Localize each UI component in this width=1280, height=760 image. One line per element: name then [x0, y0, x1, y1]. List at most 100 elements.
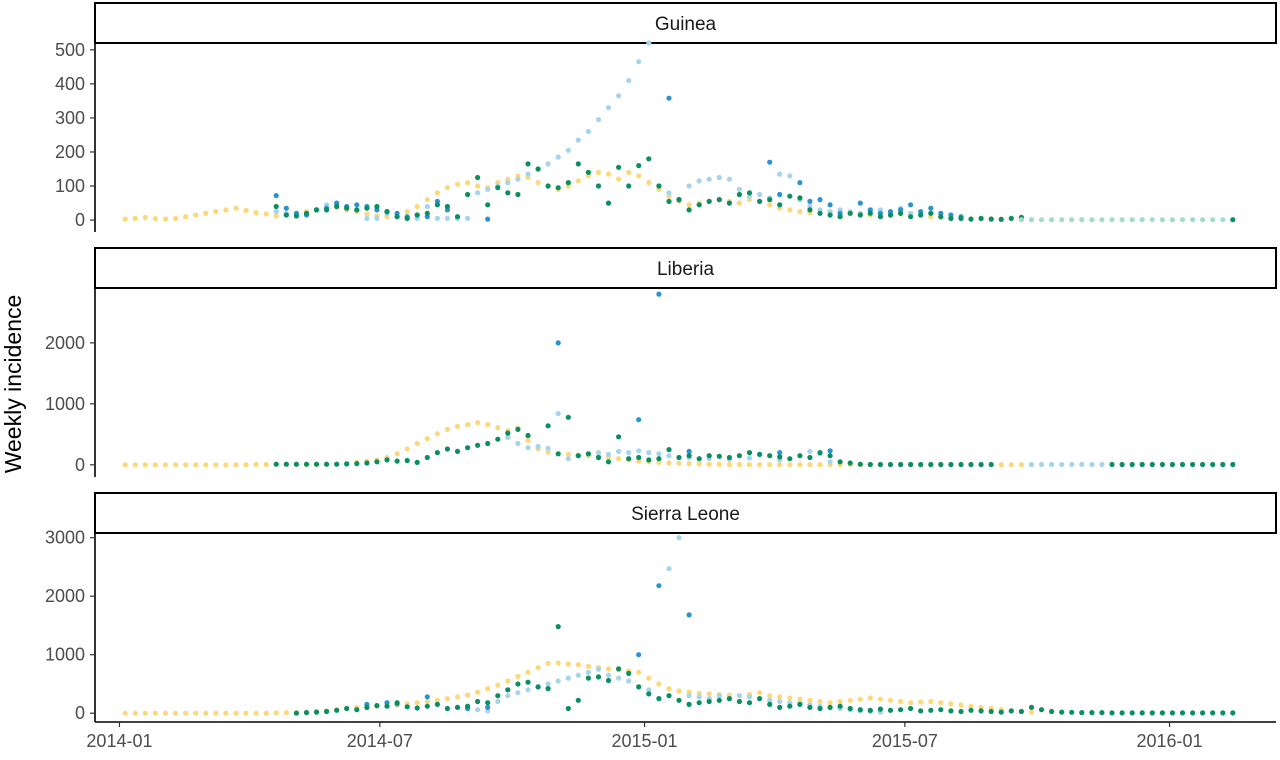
data-point — [414, 440, 420, 447]
data-point — [616, 93, 622, 99]
data-point — [1230, 710, 1236, 716]
data-point — [394, 458, 400, 464]
data-point — [656, 451, 662, 457]
data-point — [777, 450, 783, 456]
data-point — [525, 679, 531, 685]
data-point — [434, 697, 440, 703]
data-point — [585, 169, 592, 175]
data-point — [344, 461, 350, 467]
data-point — [867, 210, 873, 216]
data-point — [485, 186, 491, 192]
data-point — [877, 214, 884, 220]
data-point — [807, 462, 813, 468]
data-point — [454, 704, 461, 711]
data-point — [183, 710, 189, 716]
data-point — [193, 710, 199, 716]
data-point — [454, 448, 461, 454]
data-point — [273, 209, 279, 215]
data-point — [1179, 461, 1186, 468]
data-point — [636, 173, 642, 179]
data-point — [475, 190, 481, 196]
data-point — [736, 191, 743, 198]
data-point — [716, 461, 722, 467]
data-point — [404, 457, 410, 464]
data-point — [303, 710, 310, 716]
data-point — [978, 461, 984, 468]
data-point — [716, 453, 722, 459]
data-point — [827, 202, 833, 208]
data-point — [666, 693, 672, 699]
y-tick-label: 0 — [75, 455, 85, 475]
data-point — [535, 166, 541, 172]
data-point — [605, 200, 612, 206]
y-tick-label: 2000 — [45, 333, 85, 353]
data-point — [746, 190, 753, 196]
data-point — [374, 459, 380, 465]
data-point — [908, 461, 914, 468]
data-point — [364, 205, 370, 211]
data-point — [465, 422, 471, 428]
data-point — [1210, 461, 1216, 468]
data-point — [404, 215, 410, 221]
data-point — [183, 462, 189, 468]
data-point — [293, 710, 299, 716]
x-tick-label: 2015-07 — [872, 731, 938, 751]
data-point — [948, 701, 954, 707]
data-point — [334, 203, 340, 210]
data-point — [686, 202, 692, 208]
facet-strip — [94, 2, 1277, 44]
data-point — [757, 462, 763, 468]
data-point — [918, 461, 924, 468]
data-point — [344, 205, 350, 211]
data-point — [515, 681, 521, 687]
data-point — [1099, 461, 1105, 468]
data-point — [122, 216, 128, 222]
facet-title: Guinea — [655, 14, 717, 35]
data-point — [414, 212, 420, 218]
data-point — [475, 183, 481, 189]
data-point — [857, 212, 863, 218]
data-point — [303, 461, 310, 467]
data-point — [434, 190, 440, 196]
data-point — [767, 697, 773, 703]
data-point — [1109, 217, 1115, 223]
data-point — [1028, 709, 1035, 715]
data-point — [1169, 217, 1175, 223]
data-point — [142, 214, 148, 220]
data-point — [847, 705, 853, 712]
data-point — [777, 171, 783, 177]
data-point — [444, 185, 450, 191]
data-point — [515, 176, 521, 182]
y-tick-label: 0 — [75, 210, 85, 230]
data-point — [928, 698, 934, 705]
data-point — [847, 460, 853, 466]
data-point — [716, 697, 722, 703]
data-point — [324, 461, 330, 467]
data-point — [686, 693, 692, 699]
data-point — [1190, 217, 1196, 223]
data-point — [1049, 708, 1055, 715]
data-point — [736, 698, 743, 705]
data-point — [716, 693, 722, 699]
data-point — [334, 707, 340, 713]
data-point — [595, 454, 602, 461]
data-point — [646, 40, 652, 46]
data-point — [857, 461, 863, 467]
data-point — [1200, 461, 1206, 468]
data-point — [434, 450, 440, 456]
data-point — [525, 161, 531, 167]
x-tick-label: 2015-01 — [611, 731, 677, 751]
data-point — [797, 209, 803, 215]
data-point — [1038, 707, 1045, 713]
data-point — [605, 105, 612, 111]
data-point — [666, 190, 672, 196]
data-point — [817, 210, 823, 216]
data-point — [777, 704, 783, 711]
data-point — [475, 689, 481, 695]
y-tick-label: 400 — [55, 74, 85, 94]
y-tick-label: 500 — [55, 40, 85, 60]
data-point — [757, 690, 763, 696]
data-point — [1059, 709, 1065, 715]
data-point — [374, 203, 380, 210]
data-point — [676, 454, 682, 461]
